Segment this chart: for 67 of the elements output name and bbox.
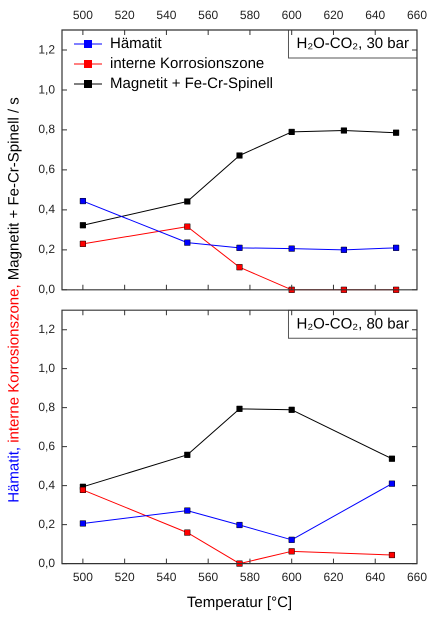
y-tick-label: 1,0 [38, 360, 56, 375]
x-tick-label: 520 [114, 570, 135, 584]
x-tick-label: 520 [114, 8, 135, 22]
x-tick-label: 580 [240, 8, 260, 22]
point [236, 244, 243, 251]
legend-label: Magnetit + Fe-Cr-Spinell [110, 75, 273, 92]
point [184, 530, 190, 536]
y-tick-label: 0,2 [38, 242, 56, 256]
point [340, 246, 347, 253]
point [236, 406, 243, 412]
y-tick-label: 0,8 [38, 122, 56, 136]
x-tick-label: 660 [406, 8, 428, 22]
y-tick-label: 0,2 [38, 516, 56, 531]
point [184, 508, 190, 514]
x-tick-label: 540 [156, 8, 177, 22]
point [388, 456, 396, 462]
y-tick-label: 1,2 [38, 42, 56, 56]
y-tick-label: 0,0 [38, 282, 56, 296]
x-tick-label: 600 [282, 570, 302, 584]
annotation: H₂O-CO₂, 80 bar [296, 315, 409, 332]
x-tick-label: 560 [198, 570, 219, 584]
point [184, 198, 190, 205]
legend-label: Hämatit [110, 35, 163, 52]
x-tick-label: 500 [72, 8, 94, 22]
x-tick-label: 540 [156, 570, 177, 584]
point [388, 552, 396, 558]
x-axis-title: Temperatur [°C] [186, 594, 292, 612]
point [236, 522, 243, 528]
point [388, 480, 396, 487]
point [80, 198, 86, 204]
point [288, 246, 295, 252]
y-tick-label: 0,6 [38, 438, 56, 453]
annotation: H₂O-CO₂, 30 bar [296, 35, 409, 52]
y-tick-label: 0,6 [38, 162, 56, 176]
point [80, 222, 86, 228]
y-tick-label: 0,4 [38, 478, 56, 492]
point [236, 264, 243, 270]
legend-label: interne Korrosionszone [110, 55, 264, 72]
x-tick-label: 660 [406, 570, 428, 584]
y-tick-label: 0,0 [38, 556, 56, 570]
point [393, 130, 400, 136]
point [184, 240, 190, 246]
x-tick-label: 640 [365, 8, 386, 22]
x-tick-label: 600 [282, 8, 302, 22]
y-tick-label: 1,0 [38, 82, 56, 96]
y-tick-label: 0,4 [38, 202, 56, 216]
point [184, 452, 190, 458]
x-tick-label: 640 [365, 570, 386, 584]
y-tick-label: 0,8 [38, 400, 56, 414]
point [288, 548, 295, 554]
point [288, 406, 295, 413]
point [184, 224, 190, 230]
x-tick-label: 580 [240, 570, 260, 584]
y-axis-title: Hämatit, interne Korrosionszone, Magnetit + Fe-Cr-Spinell / s [6, 97, 22, 503]
x-tick-label: 620 [323, 8, 344, 22]
point [340, 127, 347, 134]
point [393, 244, 400, 251]
x-tick-label: 620 [323, 570, 344, 584]
x-tick-label: 560 [198, 8, 219, 22]
point [80, 486, 86, 493]
point [80, 520, 86, 527]
point [80, 240, 86, 247]
point [236, 152, 243, 159]
y-tick-label: 1,2 [38, 322, 56, 336]
point [288, 536, 295, 543]
x-tick-label: 500 [72, 570, 94, 584]
point [288, 128, 295, 135]
